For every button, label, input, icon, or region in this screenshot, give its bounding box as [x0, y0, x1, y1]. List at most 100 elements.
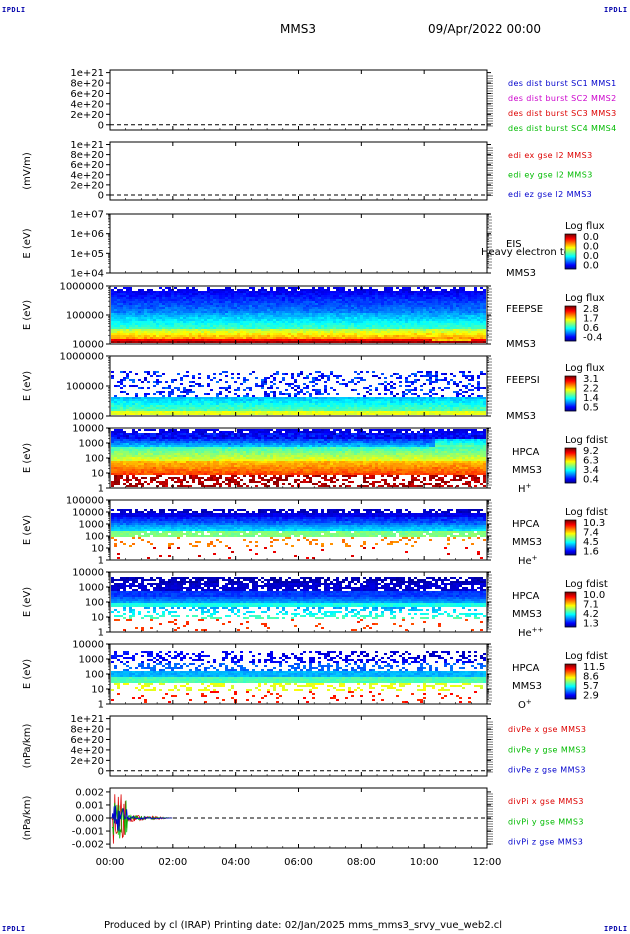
spectrogram-cell [414, 333, 417, 335]
spectrogram-cell [462, 295, 465, 297]
spectrogram-cell [372, 399, 375, 401]
spectrogram-cell [372, 337, 375, 339]
spectrogram-cell [375, 375, 378, 377]
spectrogram-cell [180, 399, 183, 401]
spectrogram-cell [159, 287, 162, 289]
spectrogram-cell [348, 333, 351, 335]
spectrogram-cell [171, 309, 174, 311]
spectrogram-cell [243, 305, 246, 307]
spectrogram-cell [114, 323, 117, 325]
spectrogram-cell [408, 299, 411, 301]
spectrogram-cell [282, 409, 285, 411]
spectrogram-cell [462, 335, 465, 337]
spectrogram-cell [123, 307, 126, 309]
spectrogram-cell [120, 299, 123, 301]
spectrogram-cell [219, 295, 222, 297]
spectrogram-cell [393, 321, 396, 323]
spectrogram-cell [153, 311, 156, 313]
spectrogram-cell [129, 401, 132, 403]
spectrogram-cell [375, 389, 378, 391]
spectrogram-cell [282, 299, 285, 301]
spectrogram-cell [225, 297, 228, 299]
spectrogram-cell [345, 329, 348, 331]
spectrogram-cell [243, 397, 246, 399]
spectrogram-cell [162, 315, 165, 317]
spectrogram-cell [120, 333, 123, 335]
spectrogram-cell [141, 405, 144, 407]
spectrogram-cell [279, 317, 282, 319]
spectrogram-cell [228, 319, 231, 321]
spectrogram-cell [210, 331, 213, 333]
spectrogram-cell [390, 331, 393, 333]
spectrogram-cell [138, 317, 141, 319]
spectrogram-cell [249, 319, 252, 321]
spectrogram-cell [270, 311, 273, 313]
spectrogram-cell [180, 411, 183, 413]
spectrogram-cell [144, 317, 147, 319]
spectrogram-cell [213, 373, 216, 375]
spectrogram-cell [306, 333, 309, 335]
spectrogram-cell [318, 311, 321, 313]
legend-entry: des dist burst SC2 MMS2 [508, 94, 617, 103]
spectrogram-cell [438, 315, 441, 317]
spectrogram-cell [405, 291, 408, 293]
spectrogram-cell [237, 407, 240, 409]
spectrogram-cell [447, 315, 450, 317]
spectrogram-cell [282, 335, 285, 337]
spectrogram-cell [126, 311, 129, 313]
panel-ylabel: E (eV) [22, 228, 33, 258]
spectrogram-cell [153, 381, 156, 383]
spectrogram-cell [123, 313, 126, 315]
spectrogram-cell [240, 411, 243, 413]
spectrogram-cell [453, 333, 456, 335]
spectrogram-cell [357, 291, 360, 293]
spectrogram-cell [306, 341, 309, 343]
spectrogram-cell [285, 383, 288, 385]
spectrogram-cell [450, 295, 453, 297]
spectrogram-cell [216, 333, 219, 335]
spectrogram-cell [477, 325, 480, 327]
spectrogram-cell [225, 371, 228, 373]
spectrogram-cell [144, 333, 147, 335]
spectrogram-cell [414, 315, 417, 317]
spectrogram-cell [138, 405, 141, 407]
spectrogram-cell [156, 399, 159, 401]
spectrogram-cell [312, 313, 315, 315]
spectrogram-cell [435, 339, 438, 341]
spectrogram-cell [225, 323, 228, 325]
spectrogram-cell [309, 303, 312, 305]
spectrogram-cell [456, 317, 459, 319]
spectrogram-cell [435, 321, 438, 323]
spectrogram-cell [225, 337, 228, 339]
spectrogram-cell [183, 413, 186, 415]
spectrogram-cell [207, 295, 210, 297]
colorbar-step [565, 243, 576, 245]
spectrogram-cell [270, 333, 273, 335]
spectrogram-cell [363, 339, 366, 341]
spectrogram-cell [246, 319, 249, 321]
spectrogram-cell [168, 411, 171, 413]
spectrogram-cell [243, 331, 246, 333]
spectrogram-cell [186, 313, 189, 315]
spectrogram-cell [378, 309, 381, 311]
spectrogram-cell [384, 295, 387, 297]
spectrogram-cell [225, 409, 228, 411]
spectrogram-cell [186, 319, 189, 321]
spectrogram-cell [117, 301, 120, 303]
spectrogram-cell [414, 291, 417, 293]
spectrogram-cell [231, 331, 234, 333]
spectrogram-cell [399, 325, 402, 327]
spectrogram-cell [228, 413, 231, 415]
spectrogram-cell [462, 307, 465, 309]
spectrogram-cell [405, 303, 408, 305]
spectrogram-cell [111, 289, 114, 291]
spectrogram-cell [183, 289, 186, 291]
spectrogram-cell [372, 305, 375, 307]
spectrogram-cell [285, 413, 288, 415]
spectrogram-cell [246, 299, 249, 301]
spectrogram-cell [141, 303, 144, 305]
spectrogram-cell [351, 335, 354, 337]
spectrogram-cell [141, 305, 144, 307]
spectrogram-cell [117, 335, 120, 337]
spectrogram-cell [438, 321, 441, 323]
